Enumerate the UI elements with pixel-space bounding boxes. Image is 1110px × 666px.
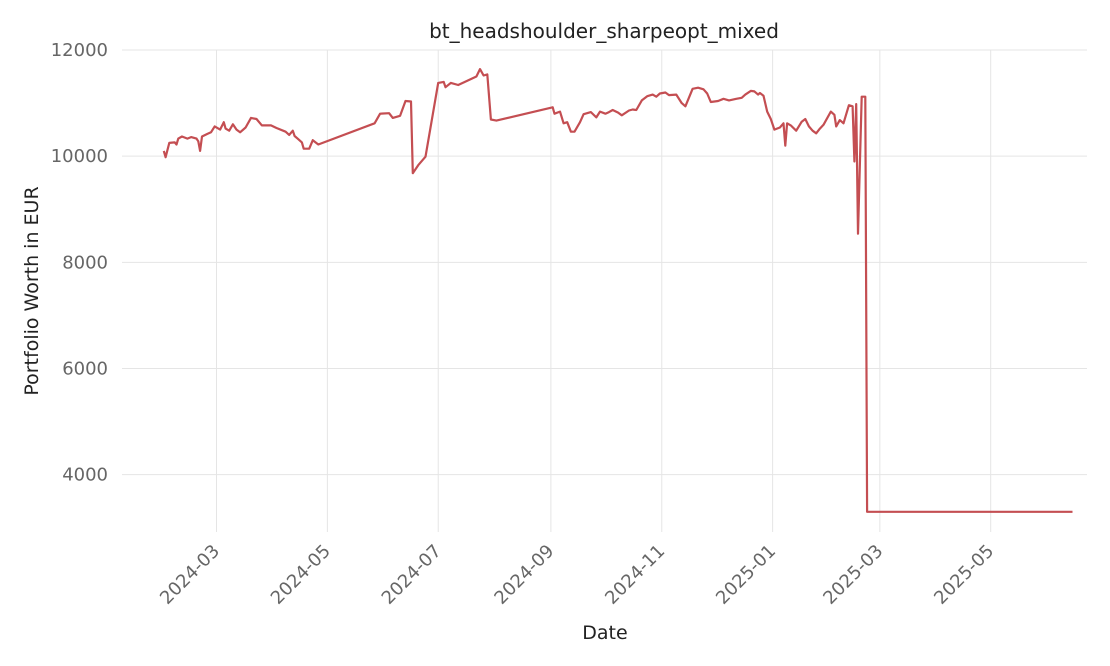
y-axis-ticks: 4000 6000 8000 10000 12000: [51, 40, 108, 486]
chart-title: bt_headshoulder_sharpeopt_mixed: [429, 19, 779, 43]
x-tick-label: 2025-01: [712, 541, 780, 609]
x-tick-label: 2024-05: [267, 541, 335, 609]
y-tick-label: 4000: [62, 465, 108, 486]
x-tick-label: 2025-03: [819, 541, 887, 609]
x-axis-label: Date: [582, 622, 627, 644]
y-tick-label: 8000: [62, 252, 108, 273]
grid: [122, 49, 1087, 532]
y-tick-label: 10000: [51, 146, 108, 167]
x-tick-label: 2024-07: [378, 541, 446, 609]
x-tick-label: 2024-09: [490, 541, 558, 609]
x-tick-label: 2025-05: [930, 541, 998, 609]
series-line: [162, 68, 1073, 513]
x-tick-label: 2024-03: [156, 541, 224, 609]
y-tick-label: 6000: [62, 359, 108, 380]
x-tick-label: 2024-11: [601, 541, 669, 609]
y-tick-label: 12000: [51, 40, 108, 61]
x-axis-ticks: 2024-03 2024-05 2024-07 2024-09 2024-11 2025-…: [156, 541, 998, 609]
series-layer: [162, 68, 1073, 513]
y-axis-label: Portfolio Worth in EUR: [21, 186, 43, 395]
